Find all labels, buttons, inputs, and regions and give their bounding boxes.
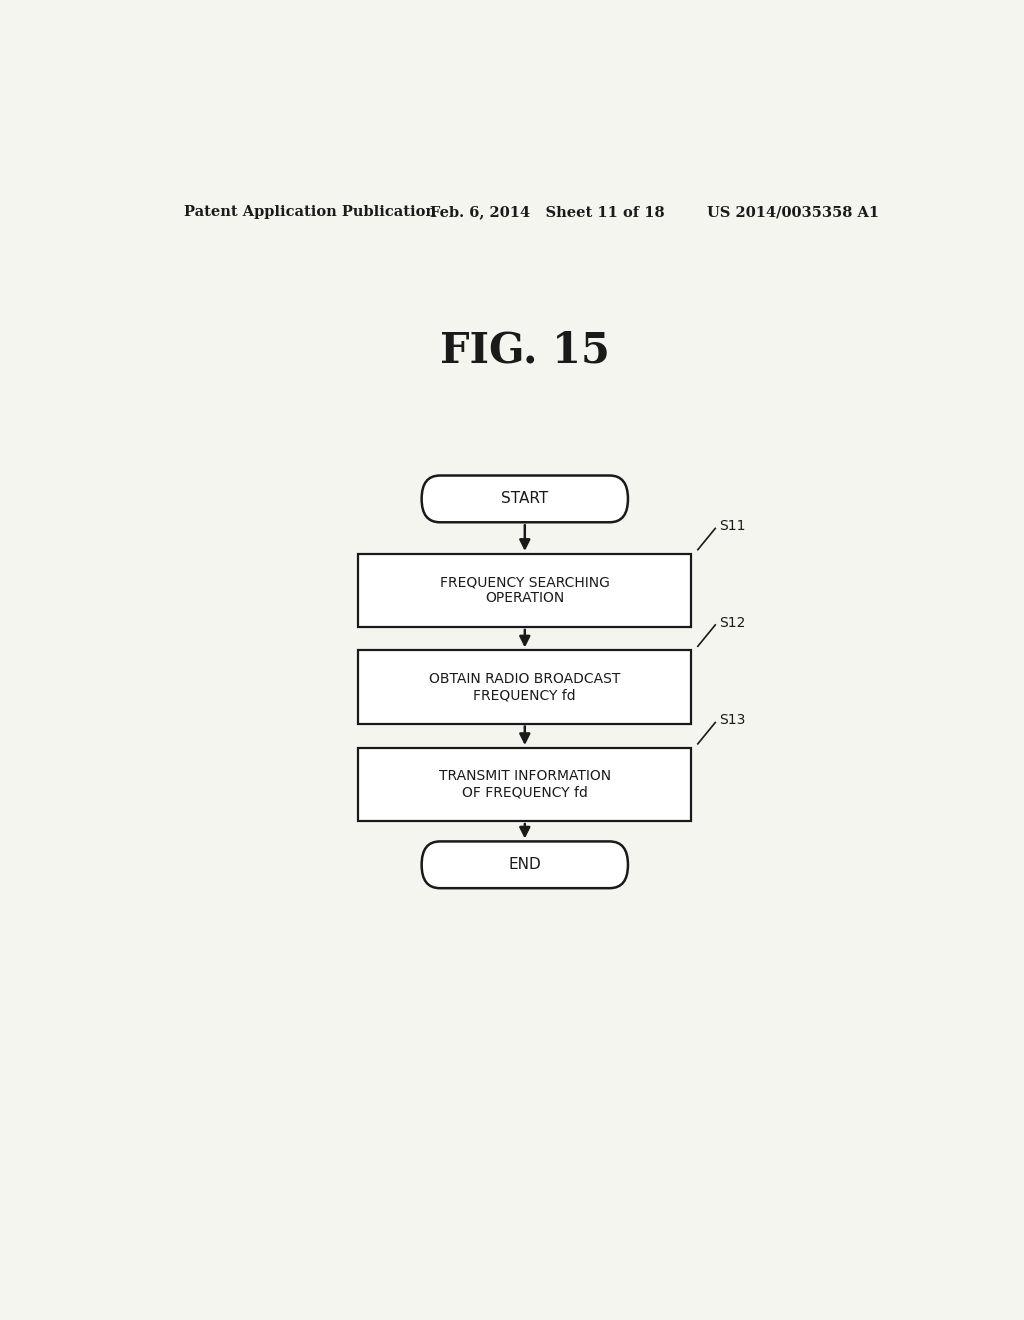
Text: TRANSMIT INFORMATION
OF FREQUENCY fd: TRANSMIT INFORMATION OF FREQUENCY fd <box>438 770 611 800</box>
Text: S11: S11 <box>719 519 745 533</box>
Text: FIG. 15: FIG. 15 <box>440 330 609 371</box>
Text: OBTAIN RADIO BROADCAST
FREQUENCY fd: OBTAIN RADIO BROADCAST FREQUENCY fd <box>429 672 621 702</box>
Text: FREQUENCY SEARCHING
OPERATION: FREQUENCY SEARCHING OPERATION <box>440 576 609 606</box>
Text: US 2014/0035358 A1: US 2014/0035358 A1 <box>708 206 880 219</box>
FancyBboxPatch shape <box>422 475 628 523</box>
FancyBboxPatch shape <box>358 554 691 627</box>
Text: S12: S12 <box>719 616 745 630</box>
Text: Patent Application Publication: Patent Application Publication <box>183 206 435 219</box>
FancyBboxPatch shape <box>358 651 691 723</box>
Text: S13: S13 <box>719 714 745 727</box>
FancyBboxPatch shape <box>422 841 628 888</box>
Text: END: END <box>509 857 541 873</box>
FancyBboxPatch shape <box>358 748 691 821</box>
Text: START: START <box>501 491 549 507</box>
Text: Feb. 6, 2014   Sheet 11 of 18: Feb. 6, 2014 Sheet 11 of 18 <box>430 206 665 219</box>
